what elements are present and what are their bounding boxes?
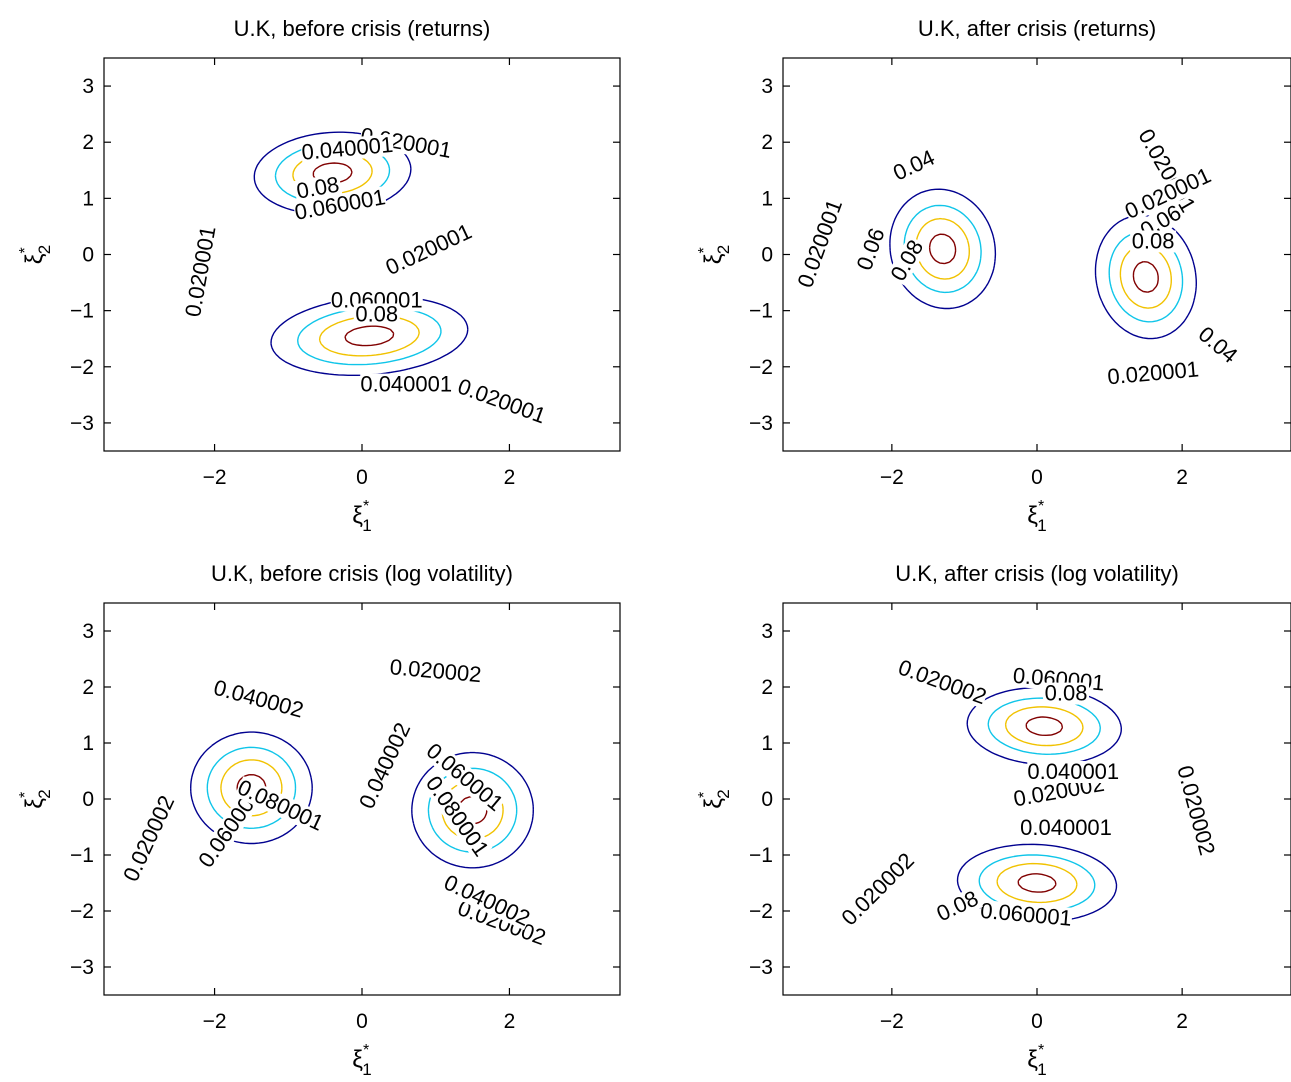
contour-label: 0.020002	[836, 848, 919, 931]
x-tick-label: 2	[1176, 1010, 1188, 1033]
y-tick-label: 2	[82, 676, 94, 699]
y-axis-label: ξ*2	[696, 245, 733, 264]
x-axis-label: ξ* 1	[352, 1042, 371, 1079]
contour-label: 0.020001	[454, 374, 549, 429]
x-axis-label: ξ* 1	[1027, 1042, 1046, 1079]
y-tick-label: −2	[70, 900, 94, 923]
y-tick-label: 0	[761, 788, 773, 811]
contour-level-0.020001	[889, 188, 1197, 340]
x-tick-label: 2	[504, 1010, 516, 1033]
contour-label: 0.020002	[895, 654, 990, 709]
y-tick-label: 1	[82, 187, 94, 210]
y-tick-label: 2	[82, 131, 94, 154]
contour-panel-1: U.K, before crisis (returns) 0.020001 0.02…	[17, 16, 621, 535]
x-tick-label: 0	[356, 1010, 368, 1033]
contour-label: 0.020002	[389, 654, 483, 687]
y-tick-label: 3	[82, 620, 94, 643]
y-axis-label: ξ*2	[17, 789, 54, 808]
contour-label: 0.020001	[180, 224, 221, 319]
x-tick-label: −2	[203, 466, 227, 489]
x-tick-label: 2	[504, 466, 516, 489]
contour-label: 0.060001	[979, 898, 1073, 931]
contour-level-0.060001	[996, 706, 1084, 904]
panel-title: U.K, before crisis (returns)	[234, 16, 491, 41]
y-tick-label: 3	[761, 75, 773, 98]
y-tick-label: −1	[749, 844, 773, 867]
contour-label: 0.06	[851, 225, 889, 274]
x-axis-label: ξ* 1	[1027, 498, 1046, 535]
contour-label: 0.020001	[1106, 356, 1200, 389]
contour-level-0.08	[1017, 716, 1064, 893]
contour-panel-4: U.K, after crisis (log volatility) 0.0200…	[696, 561, 1291, 1079]
contour-label: 0.020002	[118, 792, 179, 886]
y-axis-label: ξ*2	[696, 789, 733, 808]
y-tick-label: −1	[70, 300, 94, 323]
x-tick-label: −2	[880, 466, 904, 489]
x-tick-label: 2	[1176, 466, 1188, 489]
x-tick-label: −2	[203, 1010, 227, 1033]
contour-panel-3: U.K, before crisis (log volatility) 0.020…	[17, 561, 621, 1079]
panel-title: U.K, before crisis (log volatility)	[211, 561, 513, 586]
y-tick-label: 3	[761, 620, 773, 643]
contour-label: 0.08	[1132, 228, 1175, 253]
contour-label: 0.020001	[792, 196, 847, 291]
y-tick-label: −3	[70, 956, 94, 979]
contour-label: 0.040001	[360, 372, 452, 397]
y-tick-label: −1	[749, 300, 773, 323]
y-tick-label: 1	[761, 187, 773, 210]
contour-label: 0.040001	[1020, 815, 1112, 840]
y-tick-label: 2	[761, 676, 773, 699]
y-tick-label: 0	[82, 788, 94, 811]
y-tick-label: 2	[761, 131, 773, 154]
panel-title: U.K, after crisis (log volatility)	[895, 561, 1179, 586]
panel-title: U.K, after crisis (returns)	[918, 16, 1156, 41]
y-tick-label: −3	[749, 412, 773, 435]
y-tick-label: −2	[749, 900, 773, 923]
y-axis-label: ξ*2	[17, 245, 54, 264]
y-tick-label: −2	[70, 356, 94, 379]
contour-label: 0.020002	[1172, 763, 1220, 858]
y-tick-label: −2	[749, 356, 773, 379]
x-tick-label: 0	[1031, 1010, 1043, 1033]
x-tick-label: 0	[356, 466, 368, 489]
contour-panel-2: U.K, after crisis (returns) 0.020001 0.020…	[696, 16, 1291, 535]
contour-label: 0.040002	[211, 675, 306, 723]
contour-label: 0.020001	[382, 219, 476, 280]
contour-label: 0.040002	[354, 719, 415, 813]
y-tick-label: 1	[82, 732, 94, 755]
x-tick-label: −2	[880, 1010, 904, 1033]
y-tick-label: 0	[82, 244, 94, 267]
x-axis-label: ξ* 1	[352, 498, 371, 535]
y-tick-label: −3	[70, 412, 94, 435]
y-tick-label: 1	[761, 732, 773, 755]
contour-label: 0.08	[1045, 681, 1088, 706]
contour-label: 0.08	[355, 301, 398, 326]
y-tick-label: −1	[70, 844, 94, 867]
contour-label: 0.040001	[301, 132, 395, 165]
x-tick-label: 0	[1031, 466, 1043, 489]
contour-label: 0.040001	[1027, 759, 1119, 784]
y-tick-label: 3	[82, 75, 94, 98]
y-tick-label: −3	[749, 956, 773, 979]
contour-level-0.08	[928, 233, 1159, 293]
y-tick-label: 0	[761, 244, 773, 267]
contour-label: 0.04	[1194, 321, 1243, 368]
